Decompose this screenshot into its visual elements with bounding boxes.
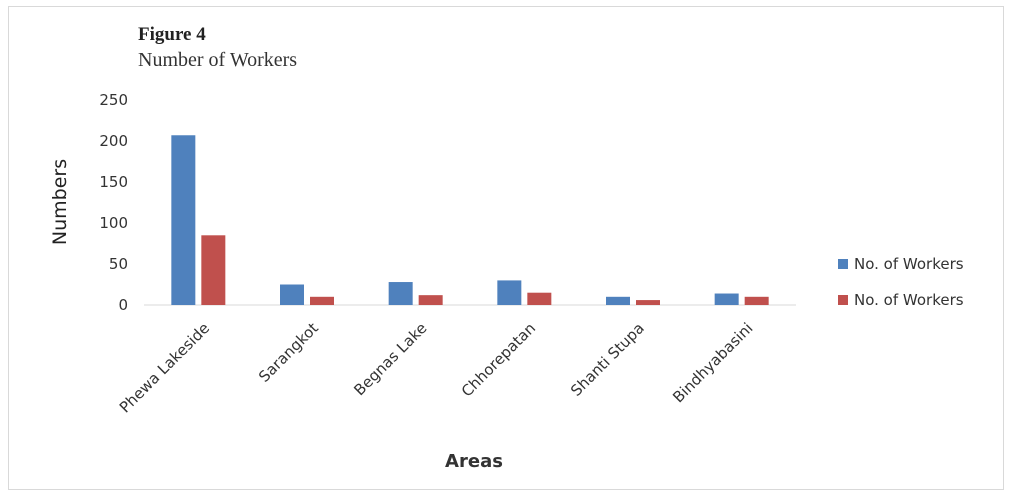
bar-series-2-3 (527, 292, 552, 305)
bar-series-2-4 (636, 300, 660, 305)
x-axis-categories: Phewa Lakeside Sarangkot Begnas Lake Chhore… (116, 319, 757, 416)
y-tick-label: 150 (99, 173, 128, 191)
y-axis-title: Numbers (49, 159, 71, 245)
bars (171, 135, 769, 305)
bar-series-1-3 (497, 280, 522, 305)
bar-series-1-1 (280, 284, 304, 305)
bar-series-2-5 (744, 296, 769, 305)
y-tick-label: 250 (99, 91, 128, 109)
bar-series-2-0 (201, 235, 226, 305)
x-axis-title: Areas (445, 451, 503, 472)
legend: No. of Workers No. of Workers (838, 255, 964, 309)
y-tick-label: 50 (109, 255, 128, 273)
x-category-label: Phewa Lakeside (116, 319, 213, 416)
x-category-label: Chhorepatan (458, 319, 539, 400)
bar-series-1-5 (714, 293, 739, 305)
y-tick-label: 0 (118, 296, 128, 314)
x-category-label: Bindhyabasini (669, 319, 756, 406)
legend-label-2: No. of Workers (854, 291, 964, 309)
y-tick-label: 100 (99, 214, 128, 232)
chart-title: Number of Workers (138, 49, 298, 71)
legend-swatch-1 (838, 259, 848, 269)
bar-series-1-4 (606, 296, 630, 305)
x-category-label: Shanti Stupa (567, 319, 648, 400)
figure-label: Figure 4 (138, 24, 206, 45)
y-axis-ticks: 0 50 100 150 200 250 (99, 91, 128, 314)
legend-swatch-2 (838, 295, 848, 305)
bar-series-1-0 (171, 135, 196, 305)
bar-series-2-2 (418, 295, 443, 305)
y-tick-label: 200 (99, 132, 128, 150)
x-category-label: Sarangkot (255, 319, 322, 386)
bar-series-2-1 (310, 296, 334, 305)
x-category-label: Begnas Lake (350, 319, 430, 399)
bar-series-1-2 (388, 282, 413, 305)
legend-label-1: No. of Workers (854, 255, 964, 273)
